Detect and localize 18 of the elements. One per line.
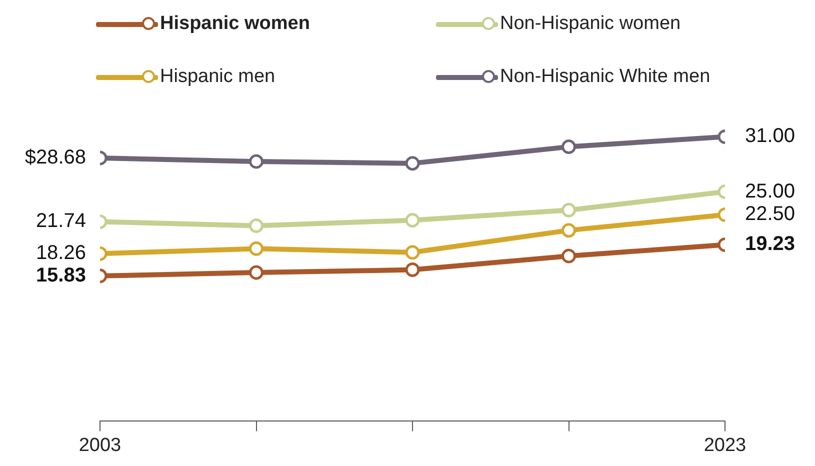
legend-label: Non-Hispanic women <box>500 12 681 34</box>
data-label: 19.23 <box>745 233 796 256</box>
data-label: 31.00 <box>745 125 796 148</box>
legend-label: Non-Hispanic White men <box>500 66 710 88</box>
data-label: 25.00 <box>745 180 796 202</box>
data-label: 18.26 <box>36 242 86 264</box>
x-tick-label: 2023 <box>704 434 746 456</box>
data-label: $28.68 <box>24 146 86 169</box>
legend-label: Hispanic men <box>160 66 276 88</box>
point <box>405 212 420 228</box>
data-label: 21.74 <box>36 210 86 232</box>
x-tick-label: 2003 <box>78 434 122 456</box>
point <box>405 156 420 171</box>
point <box>405 245 420 260</box>
legend-label: Hispanic women <box>160 12 310 34</box>
data-label: 22.50 <box>745 203 796 226</box>
point <box>405 262 420 278</box>
data-label: 15.83 <box>36 264 86 286</box>
